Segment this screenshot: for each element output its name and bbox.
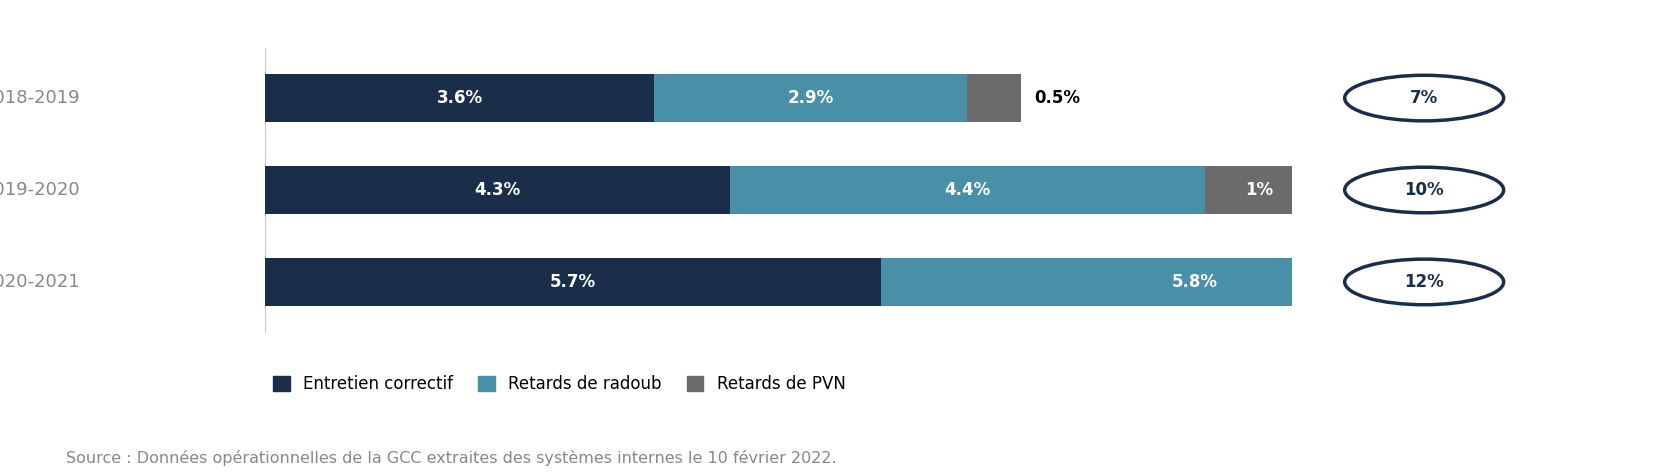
Bar (967, 74, 1021, 122)
Bar (265, 166, 730, 214)
Bar (1508, 258, 1615, 306)
Text: 5.7%: 5.7% (549, 273, 596, 291)
Text: 7%: 7% (1408, 89, 1438, 107)
Bar (880, 258, 1508, 306)
Text: Source : Données opérationnelles de la GCC extraites des systèmes internes le 10: Source : Données opérationnelles de la G… (66, 449, 836, 466)
Bar (1205, 166, 1312, 214)
Legend: Entretien correctif, Retards de radoub, Retards de PVN: Entretien correctif, Retards de radoub, … (273, 375, 846, 393)
Text: 0.5%: 0.5% (1034, 89, 1079, 107)
Bar (265, 74, 654, 122)
Text: 2018-2019: 2018-2019 (0, 89, 79, 107)
Text: 10%: 10% (1403, 181, 1443, 199)
Text: 4.4%: 4.4% (943, 181, 990, 199)
Text: 3.6%: 3.6% (437, 89, 482, 107)
Text: 2020-2021: 2020-2021 (0, 273, 79, 291)
Text: 5.8%: 5.8% (1170, 273, 1216, 291)
Bar (730, 166, 1205, 214)
Bar (265, 258, 880, 306)
Text: 4.3%: 4.3% (473, 181, 520, 199)
Bar (654, 74, 967, 122)
Text: 12%: 12% (1403, 273, 1443, 291)
Text: 2.9%: 2.9% (788, 89, 834, 107)
Text: 2019-2020: 2019-2020 (0, 181, 79, 199)
Text: 1%: 1% (1245, 181, 1273, 199)
Text: 1%: 1% (1547, 273, 1576, 291)
